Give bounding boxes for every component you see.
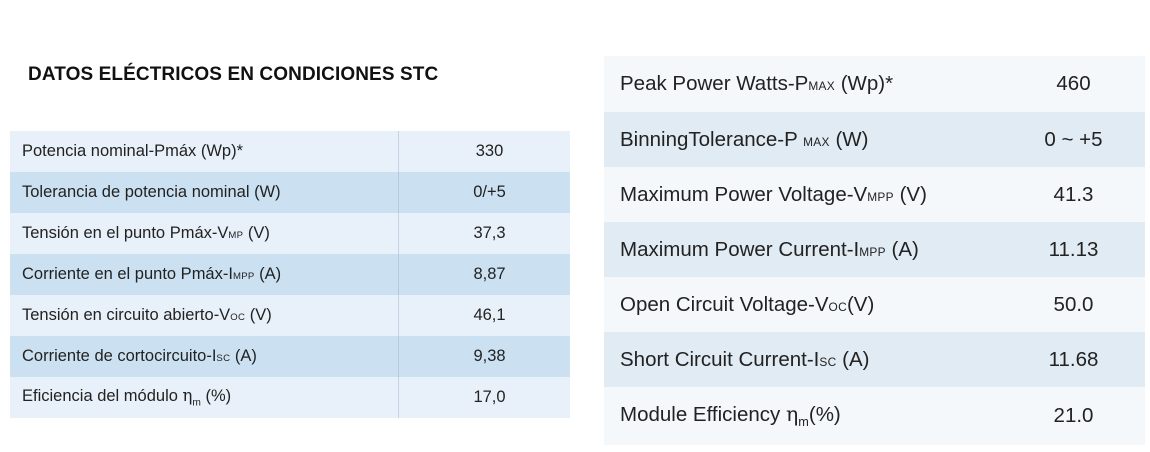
- table-row: Short Circuit Current-ISC (A) 11.68: [604, 332, 1145, 387]
- row-value: 46,1: [473, 306, 506, 324]
- table-row: Tensión en circuito abierto-VOC (V) 46,1: [10, 295, 570, 336]
- table-row: Corriente de cortocircuito-ISC (A) 9,38: [10, 336, 570, 377]
- row-value: 21.0: [1053, 404, 1094, 427]
- row-value: 8,87: [473, 265, 506, 283]
- row-value: 0 ~ +5: [1044, 127, 1103, 151]
- row-label: Corriente en el punto Pmáx-IMPP (A): [10, 254, 399, 295]
- table-row: Open Circuit Voltage-VOC(V) 50.0: [604, 277, 1145, 332]
- row-label: Tolerancia de potencia nominal (W): [10, 172, 399, 213]
- row-label: BinningTolerance-P MAX (W): [620, 127, 869, 151]
- row-label: Peak Power Watts-PMAX (Wp)*: [620, 72, 894, 95]
- row-label: Module Efficiency ηm(%): [620, 402, 841, 430]
- row-value: 41.3: [1053, 182, 1094, 206]
- row-value: 460: [1056, 72, 1091, 95]
- row-label: Eficiencia del módulo ηm (%): [10, 377, 399, 418]
- row-label: Maximum Power Current-IMPP (A): [620, 237, 919, 261]
- row-label: Corriente de cortocircuito-ISC (A): [10, 336, 399, 377]
- table-row: Tolerancia de potencia nominal (W) 0/+5: [10, 172, 570, 213]
- row-label: Tensión en el punto Pmáx-VMP (V): [10, 213, 399, 254]
- row-value: 9,38: [473, 347, 506, 365]
- row-label: Potencia nominal-Pmáx (Wp)*: [10, 131, 399, 172]
- row-label: Short Circuit Current-ISC (A): [620, 347, 870, 371]
- section-title: DATOS ELÉCTRICOS EN CONDICIONES STC: [28, 64, 439, 85]
- table-row: Module Efficiency ηm(%) 21.0: [604, 387, 1145, 445]
- table-row: Eficiencia del módulo ηm (%) 17,0: [10, 377, 570, 418]
- table-row: Maximum Power Current-IMPP (A) 11.13: [604, 222, 1145, 277]
- table-row: Tensión en el punto Pmáx-VMP (V) 37,3: [10, 213, 570, 254]
- row-label: Maximum Power Voltage-VMPP (V): [620, 182, 927, 206]
- row-value: 50.0: [1053, 292, 1094, 316]
- row-label: Tensión en circuito abierto-VOC (V): [10, 295, 399, 336]
- row-label: Open Circuit Voltage-VOC(V): [620, 292, 875, 316]
- row-value: 330: [475, 142, 504, 160]
- row-value: 0/+5: [473, 183, 506, 201]
- table-row: Maximum Power Voltage-VMPP (V) 41.3: [604, 167, 1145, 222]
- row-value: 11.68: [1048, 347, 1099, 371]
- row-value: 11.13: [1048, 237, 1099, 261]
- row-value: 37,3: [473, 224, 506, 242]
- row-value: 17,0: [473, 388, 506, 406]
- table-row: Peak Power Watts-PMAX (Wp)* 460: [604, 56, 1145, 112]
- table-row: Potencia nominal-Pmáx (Wp)* 330: [10, 131, 570, 172]
- table-row: BinningTolerance-P MAX (W) 0 ~ +5: [604, 112, 1145, 167]
- table-row: Corriente en el punto Pmáx-IMPP (A) 8,87: [10, 254, 570, 295]
- electrical-data-table-es: Potencia nominal-Pmáx (Wp)* 330 Toleranc…: [10, 131, 570, 418]
- electrical-data-table-en: Peak Power Watts-PMAX (Wp)* 460 BinningT…: [604, 56, 1145, 445]
